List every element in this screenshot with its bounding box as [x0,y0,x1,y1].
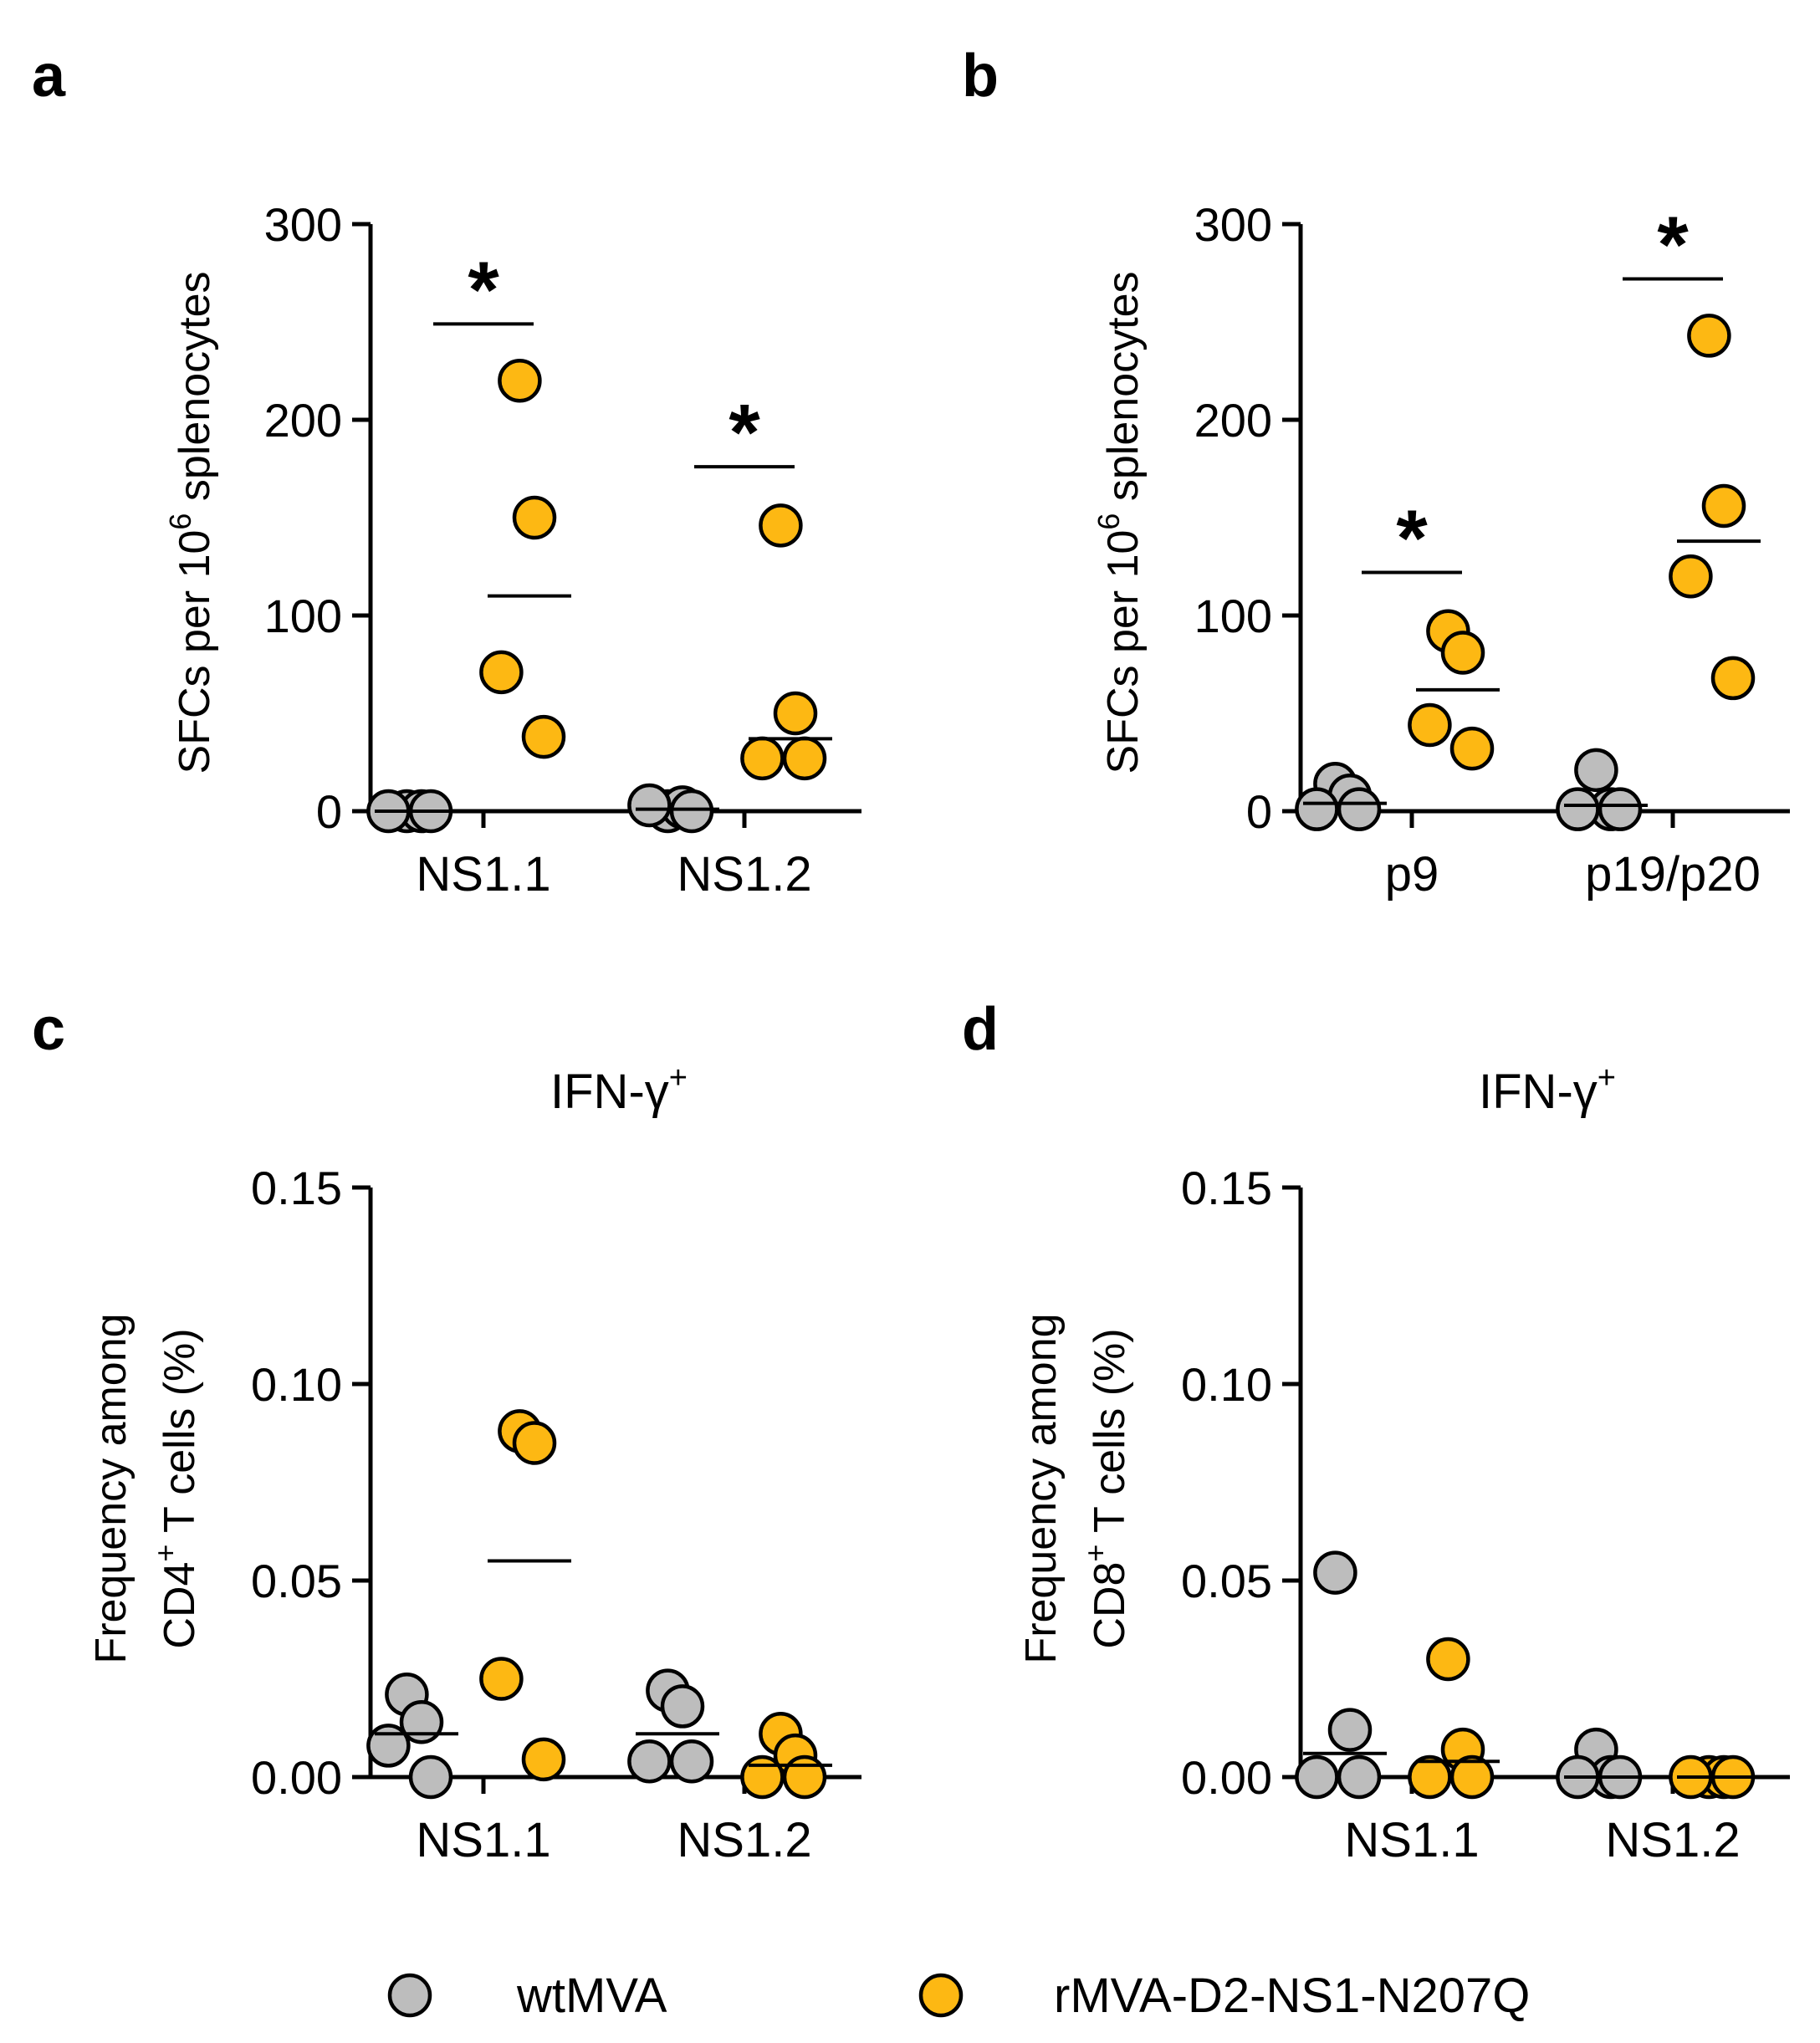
legend-label-wtmva: wtMVA [516,1969,667,2023]
y-tick-label-c: 0.00 [251,1751,342,1804]
x-tick-label-d: NS1.1 [1344,1813,1479,1867]
y-axis-title-d-line1: Frequency among [1017,1313,1066,1663]
panel-title-c: IFN-γ+ [550,1060,688,1119]
y-tick-label-a: 300 [264,198,342,251]
data-point-d-wtmva [1295,1754,1339,1800]
data-point-c-rmva [521,1737,566,1782]
y-axis-title-d-line2: CD8+ T cells (%) [1078,1328,1134,1648]
data-point-a-rmva [740,736,785,781]
data-point-d-rmva [1408,1754,1452,1800]
data-point-b-rmva [1449,726,1495,771]
panel-title-d: IFN-γ+ [1479,1060,1616,1119]
data-point-a-rmva [512,495,557,540]
panel-letter-a: a [32,43,66,110]
x-tick-label-c: NS1.1 [416,1813,550,1867]
y-tick-label-a: 0 [316,785,342,838]
significance-star-b: * [1657,201,1689,290]
panel-letter-c: c [32,996,65,1063]
data-point-c-rmva [782,1754,827,1800]
data-point-b-wtmva [1574,748,1618,793]
data-point-b-rmva [1687,314,1731,358]
data-point-a-rmva [759,503,803,548]
y-tick-label-c: 0.15 [251,1162,342,1214]
panel-c: c IFN-γ+ Frequency among CD4+ T cells (%… [32,996,861,1867]
data-point-b-wtmva [1556,787,1600,831]
data-point-d-rmva [1426,1637,1470,1682]
panel-a: a SFCs per 106 splenocytes 0 100 200 300 NS1… [32,43,861,901]
data-point-b-wtmva [1295,787,1339,831]
data-point-c-wtmva [399,1699,444,1744]
data-point-b-rmva [1440,631,1485,675]
y-tick-label-d: 0.10 [1181,1358,1272,1411]
y-tick-label-c: 0.05 [251,1555,342,1607]
data-point-a-wtmva [627,783,672,828]
y-tick-label-b: 100 [1194,590,1272,642]
significance-star-a: * [468,245,499,335]
data-point-c-wtmva [660,1684,705,1729]
data-point-c-rmva [740,1754,785,1800]
data-point-d-rmva [1449,1754,1495,1800]
data-point-b-rmva [1701,483,1746,529]
data-point-b-rmva [1408,702,1452,748]
data-point-a-wtmva [669,789,714,834]
y-axis-title-b: SFCs per 106 splenocytes [1091,272,1148,774]
significance-star-a: * [729,388,760,478]
x-tick-label-d: NS1.2 [1605,1813,1740,1867]
legend-label-rmva: rMVA-D2-NS1-N207Q [1054,1969,1530,2023]
y-tick-label-c: 0.10 [251,1358,342,1411]
data-point-d-wtmva [1327,1708,1373,1752]
panel-d: d IFN-γ+ Frequency among CD8+ T cells (%… [962,996,1790,1867]
data-point-c-wtmva [669,1739,714,1784]
legend: wtMVA rMVA-D2-NS1-N207Q [387,1969,1530,2023]
y-tick-label-b: 300 [1194,198,1272,251]
y-tick-label-a: 200 [264,394,342,447]
x-tick-label-a: NS1.2 [677,847,811,901]
data-point-c-rmva [512,1421,557,1465]
data-point-a-rmva [479,650,524,695]
y-tick-label-a: 100 [264,590,342,642]
data-point-a-rmva [498,358,542,403]
x-tick-label-a: NS1.1 [416,847,550,901]
data-point-b-rmva [1669,554,1713,599]
data-point-a-rmva [521,714,566,759]
significance-star-b: * [1396,494,1428,584]
data-point-b-rmva [1710,656,1756,701]
x-tick-label-c: NS1.2 [677,1813,811,1867]
data-point-a-rmva [782,736,827,781]
y-tick-label-d: 0.15 [1181,1162,1272,1214]
data-point-c-wtmva [627,1739,672,1784]
x-tick-label-b: p19/p20 [1585,847,1761,901]
y-tick-label-d: 0.00 [1181,1751,1272,1804]
y-axis-title-c-line2: CD4+ T cells (%) [148,1328,204,1648]
panel-b: b SFCs per 106 splenocytes 0 100 200 300 p9 p… [962,43,1790,901]
y-axis-title-c-line1: Frequency among [87,1313,135,1663]
panel-letter-b: b [962,43,999,110]
y-tick-label-b: 0 [1246,785,1272,838]
data-point-b-wtmva [1337,787,1382,831]
y-tick-label-d: 0.05 [1181,1555,1272,1607]
data-point-a-rmva [773,691,818,736]
legend-marker-wtmva [387,1973,432,2018]
x-tick-label-b: p9 [1385,847,1439,901]
y-axis-title-a: SFCs per 106 splenocytes [163,272,219,774]
data-point-c-rmva [479,1657,524,1701]
data-point-c-wtmva [366,1724,411,1768]
legend-marker-rmva [918,1973,964,2018]
y-tick-label-b: 200 [1194,394,1272,447]
panel-letter-d: d [962,996,999,1063]
data-point-d-wtmva [1337,1754,1382,1800]
data-point-d-wtmva [1313,1550,1357,1595]
data-point-c-wtmva [408,1754,453,1800]
data-point-b-wtmva [1598,787,1643,831]
